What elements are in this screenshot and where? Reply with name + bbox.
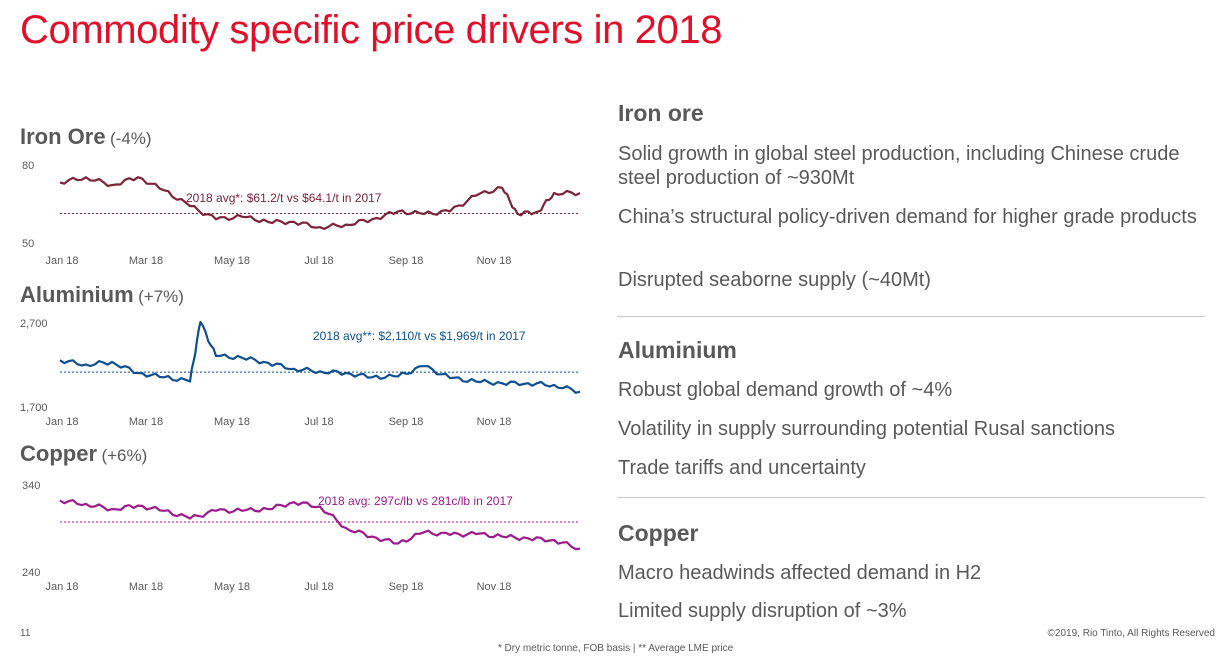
bullet-text: Solid growth in global steel production,… (618, 143, 1180, 189)
section-title-iron-ore: Iron ore (618, 100, 704, 126)
y-tick-label: 2,700 (20, 318, 48, 330)
x-tick-label: Sep 18 (389, 581, 424, 593)
x-tick-label: Nov 18 (477, 416, 512, 428)
price-series-line (59, 320, 581, 394)
y-tick-label: 340 (22, 480, 40, 492)
avg-label: 2018 avg: 297c/lb vs 281c/lb in 2017 (318, 494, 513, 508)
iron-ore-chart: 80 50 2018 avg*: $61.2/t vs $64.1/t in 2… (22, 160, 581, 267)
x-tick-label: Nov 18 (477, 581, 512, 593)
page-number: 11 (20, 628, 31, 639)
x-tick-label: Jul 18 (304, 416, 333, 428)
aluminium-chart: 2,700 1,700 2018 avg**: $2,110/t vs $1,9… (20, 318, 581, 428)
chart-change: (-4%) (110, 129, 152, 148)
bullet-text: Macro headwinds affected demand in H2 (618, 562, 982, 584)
footnote: * Dry metric tonne, FOB basis | ** Avera… (497, 643, 734, 654)
avg-label: 2018 avg*: $61.2/t vs $64.1/t in 2017 (186, 191, 382, 205)
x-tick-label: Jul 18 (304, 255, 333, 267)
copper-chart: 340 240 2018 avg: 297c/lb vs 281c/lb in … (22, 480, 581, 593)
x-tick-label: Sep 18 (389, 416, 424, 428)
section-divider (617, 316, 1205, 317)
bullet-text: Volatility in supply surrounding potenti… (618, 418, 1115, 440)
x-tick-label: Jan 18 (45, 581, 78, 593)
y-tick-label: 240 (22, 567, 40, 579)
x-tick-label: Mar 18 (129, 581, 163, 593)
section-divider (617, 497, 1205, 498)
x-tick-label: Nov 18 (477, 255, 512, 267)
iron-ore-chart-heading: Iron Ore (-4%) (20, 124, 152, 150)
x-tick-label: May 18 (214, 581, 250, 593)
x-tick-label: Sep 18 (389, 255, 424, 267)
x-tick-label: Mar 18 (129, 416, 163, 428)
page-title: Commodity specific price drivers in 2018 (20, 8, 723, 52)
chart-change: (+7%) (138, 287, 184, 306)
section-title-copper: Copper (618, 520, 699, 546)
y-tick-label: 80 (22, 160, 34, 172)
copper-chart-heading: Copper (+6%) (20, 441, 147, 467)
price-series-line (59, 176, 581, 230)
chart-name: Iron Ore (20, 124, 106, 149)
x-tick-label: Jan 18 (45, 255, 78, 267)
bullet-text: Trade tariffs and uncertainty (618, 457, 866, 479)
avg-label: 2018 avg**: $2,110/t vs $1,969/t in 2017 (313, 329, 526, 343)
price-series-line (59, 499, 581, 551)
section-title-aluminium: Aluminium (618, 337, 737, 363)
x-tick-label: Mar 18 (129, 255, 163, 267)
y-tick-label: 1,700 (20, 402, 48, 414)
bullet-text: China’s structural policy-driven demand … (618, 206, 1197, 228)
x-tick-label: May 18 (214, 255, 250, 267)
chart-name: Copper (20, 441, 97, 466)
x-tick-label: May 18 (214, 416, 250, 428)
copyright: ©2019, Rio Tinto, All Rights Reserved (1047, 628, 1215, 639)
x-tick-label: Jan 18 (45, 416, 78, 428)
chart-name: Aluminium (20, 282, 134, 307)
bullet-text: Limited supply disruption of ~3% (618, 600, 907, 622)
chart-change: (+6%) (101, 446, 148, 465)
y-tick-label: 50 (22, 238, 34, 250)
aluminium-chart-heading: Aluminium (+7%) (20, 282, 184, 308)
bullet-text: Disrupted seaborne supply (~40Mt) (618, 269, 931, 291)
x-tick-label: Jul 18 (304, 581, 333, 593)
bullet-text: Robust global demand growth of ~4% (618, 379, 953, 401)
